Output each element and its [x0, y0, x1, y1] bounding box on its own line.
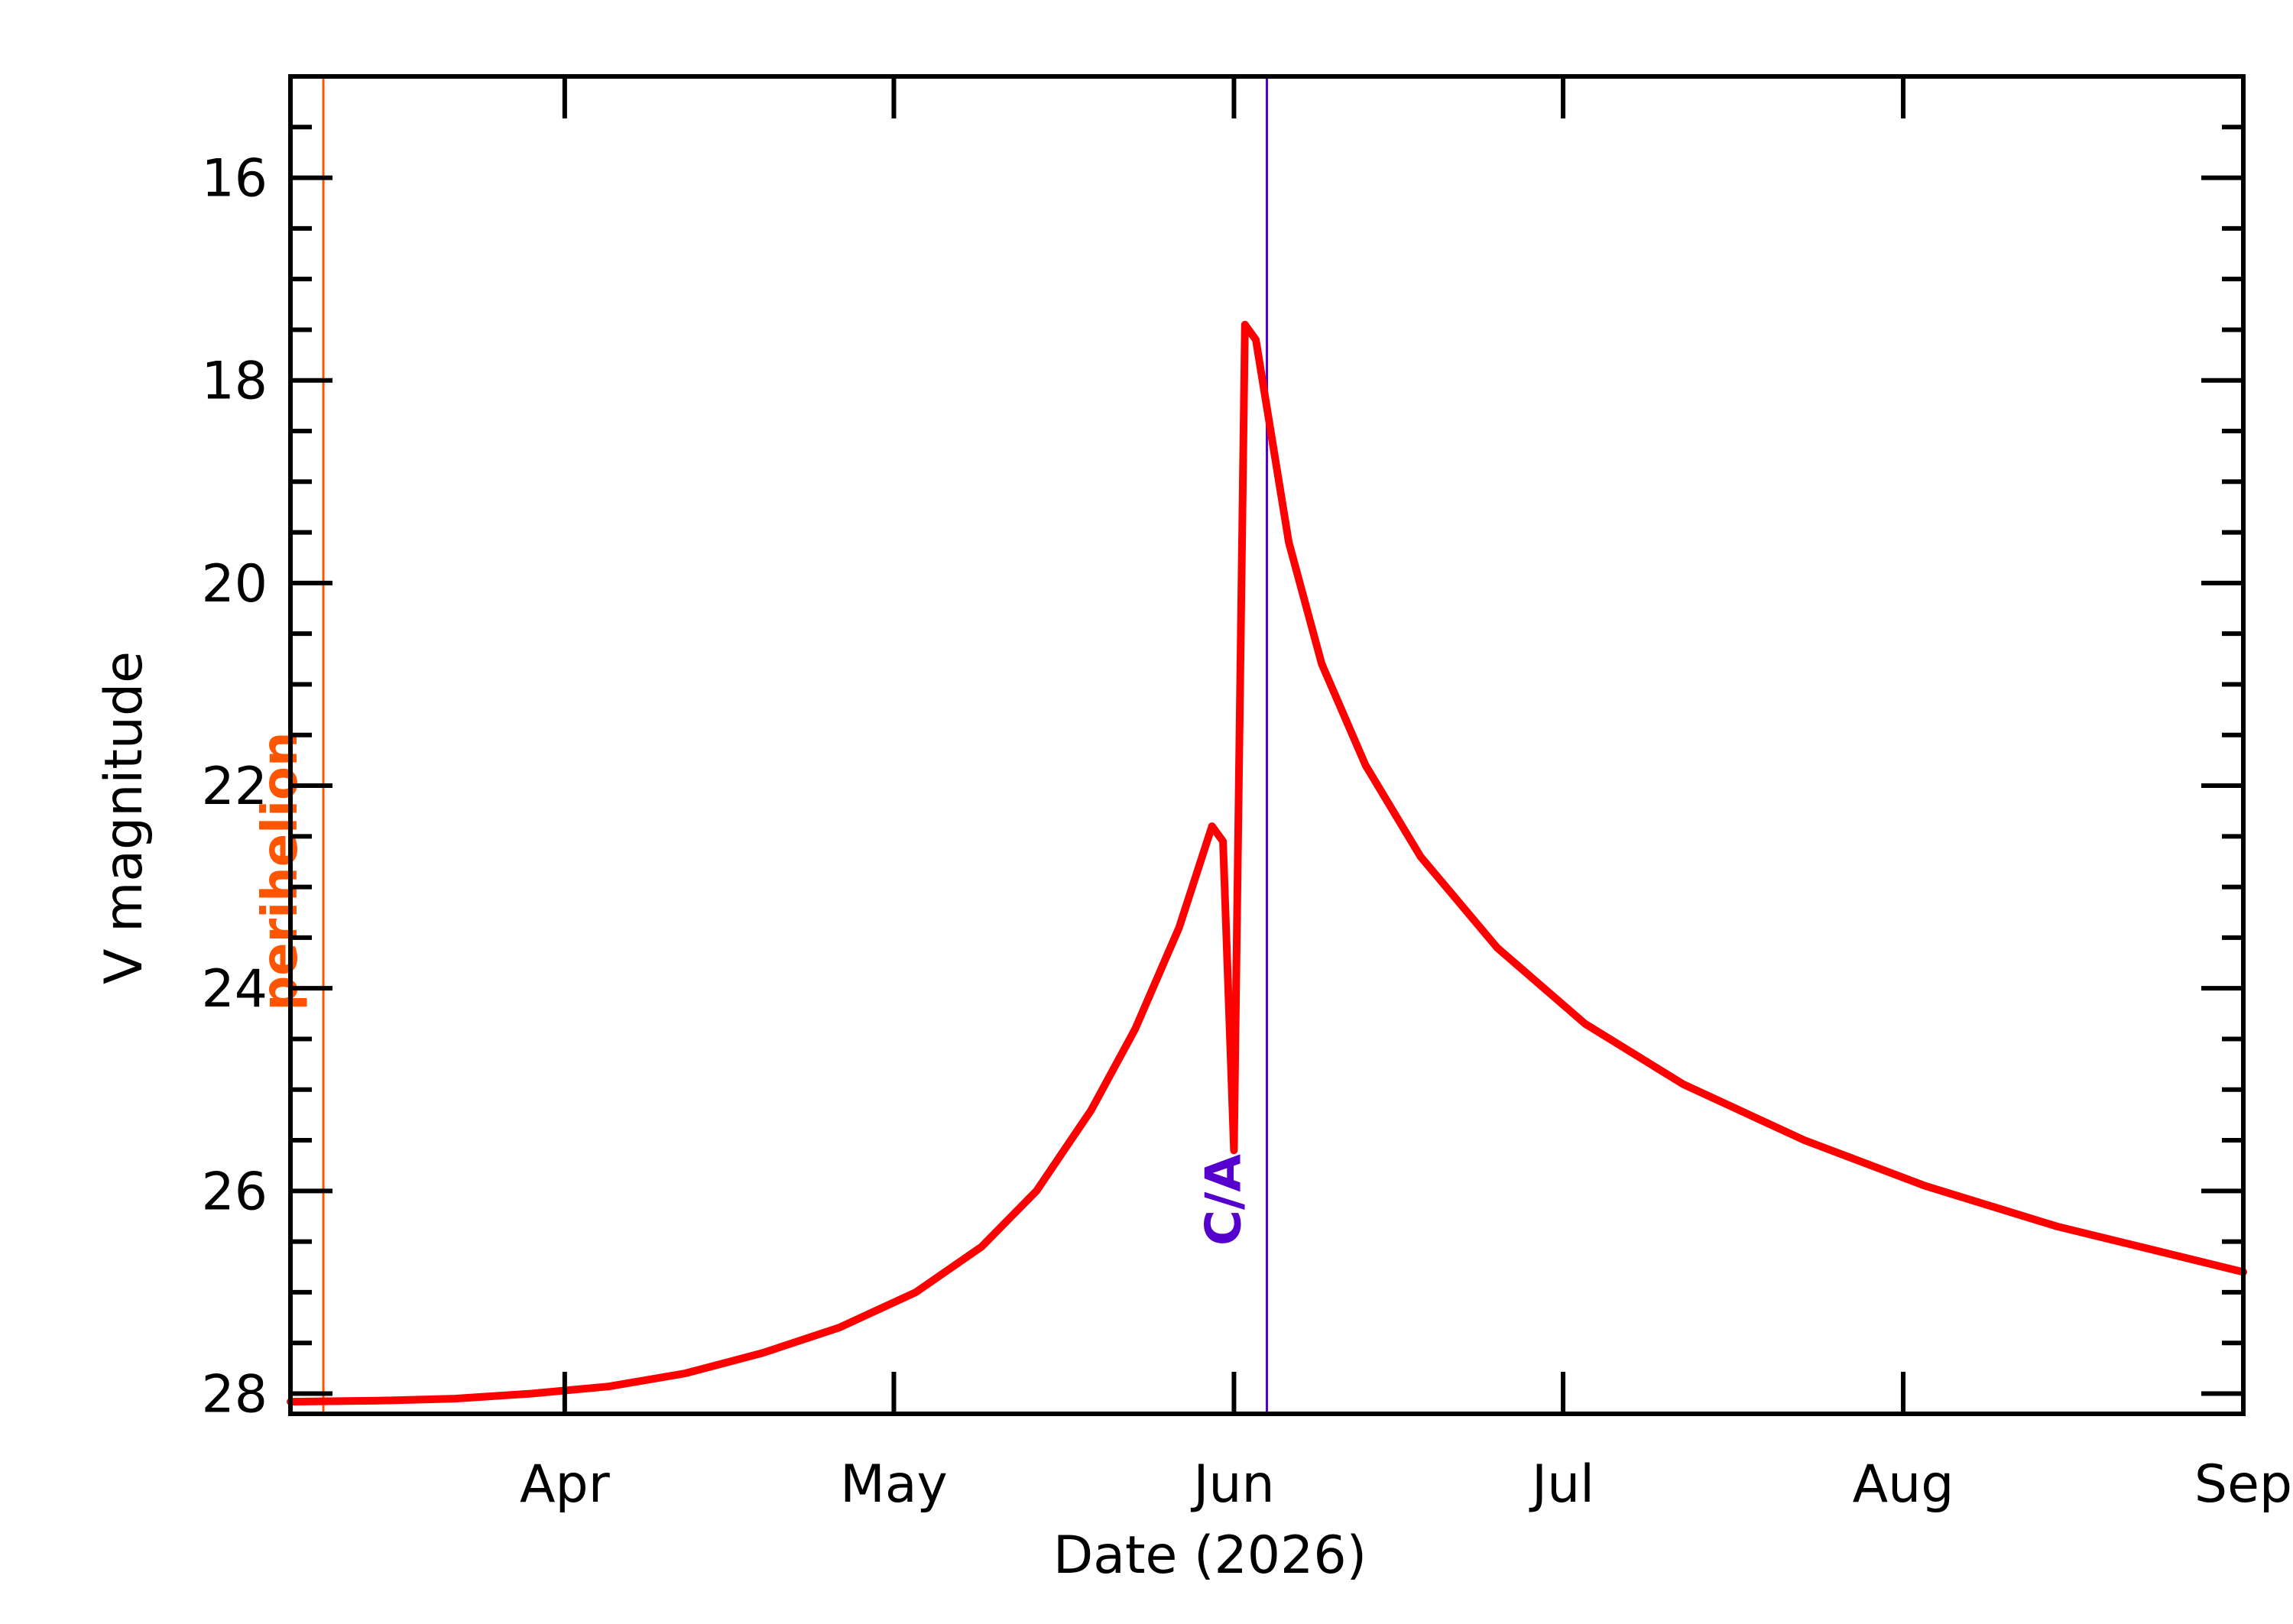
x-tick-label: Sep — [2194, 1454, 2292, 1515]
y-tick-label: 26 — [201, 1162, 268, 1222]
tick-labels: Apr May Jun Jul Aug Sep 16 18 20 22 24 26 28 — [201, 149, 2292, 1515]
plot-frame — [288, 74, 2246, 1416]
x-tick-label: Apr — [520, 1454, 610, 1515]
x-tick-label: Jun — [1190, 1454, 1274, 1515]
event-markers: perihelion C/A — [252, 76, 1268, 1414]
y-tick-label: 18 — [201, 352, 268, 412]
y-tick-label: 28 — [201, 1364, 268, 1425]
y-tick-label: 22 — [201, 757, 268, 817]
axis-ticks — [290, 76, 2246, 1414]
x-axis-title: Date (2026) — [1053, 1525, 1367, 1586]
y-axis-title: V magnitude — [94, 651, 154, 984]
x-tick-label: May — [840, 1454, 948, 1515]
x-tick-label: Aug — [1853, 1454, 1954, 1515]
y-tick-label: 20 — [201, 554, 268, 614]
series-layer — [287, 320, 2247, 1406]
closest-approach-label: C/A — [1196, 1154, 1253, 1246]
y-tick-label: 24 — [201, 959, 268, 1019]
y-tick-label: 16 — [201, 149, 268, 209]
x-tick-label: Jul — [1529, 1454, 1594, 1515]
magnitude-curve — [287, 320, 2247, 1406]
perihelion-label: perihelion — [252, 731, 309, 1010]
